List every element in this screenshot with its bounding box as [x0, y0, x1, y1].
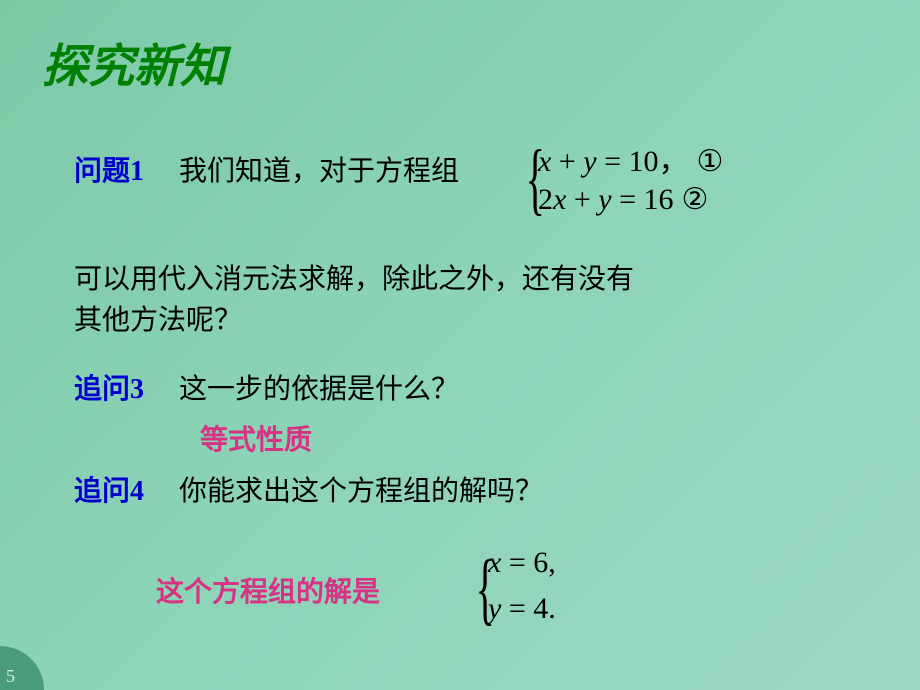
followup3-text: 这一步的依据是什么？ — [179, 374, 459, 405]
question1-intro: 我们知道，对于方程组 — [179, 156, 459, 187]
eq1-suffix: ， — [659, 145, 689, 178]
eq1-lhs: x + y = — [538, 145, 629, 178]
question1-paragraph: 可以用代入消元法求解，除此之外，还有没有 其他方法呢？ — [74, 260, 634, 341]
spacer — [151, 374, 172, 405]
sol2-var: y — [488, 592, 501, 625]
followup4-label: 追问4 — [74, 476, 144, 507]
page-marker: 5 — [0, 646, 44, 690]
eq1-rhs: 10 — [629, 145, 659, 178]
sol1-var: x — [488, 546, 501, 579]
sol2-punct: . — [548, 592, 556, 625]
slide-title: 探究新知 — [42, 30, 226, 96]
question1-line: 问题1 我们知道，对于方程组 — [74, 152, 459, 191]
sol1-val: 6 — [533, 546, 548, 579]
eq2-coeff: 2 — [538, 183, 553, 216]
followup4-text: 你能求出这个方程组的解吗？ — [179, 476, 543, 507]
sol1-punct: , — [548, 546, 556, 579]
eq2-marker: ② — [682, 183, 709, 216]
eq1-marker: ① — [697, 145, 724, 178]
para-line1: 可以用代入消元法求解，除此之外，还有没有 — [74, 264, 634, 295]
para-line2: 其他方法呢？ — [74, 305, 242, 336]
spacer — [151, 476, 172, 507]
followup3-answer: 等式性质 — [200, 418, 312, 458]
eq2-rhs: 16 — [644, 183, 674, 216]
solution-1: x = 6, — [488, 546, 556, 580]
solution-2: y = 4. — [488, 592, 556, 626]
eq2-lhs: x + y = — [553, 183, 644, 216]
followup4-line: 追问4 你能求出这个方程组的解吗？ — [74, 472, 543, 511]
spacer — [151, 156, 172, 187]
followup3-line: 追问3 这一步的依据是什么？ — [74, 370, 459, 409]
followup3-label: 追问3 — [74, 374, 144, 405]
followup4-answer: 这个方程组的解是 — [156, 570, 380, 610]
equation-1: x + y = 10，① — [538, 136, 723, 180]
question1-label: 问题1 — [74, 156, 144, 187]
equation-2: 2x + y = 16② — [538, 182, 708, 217]
sol2-val: 4 — [533, 592, 548, 625]
